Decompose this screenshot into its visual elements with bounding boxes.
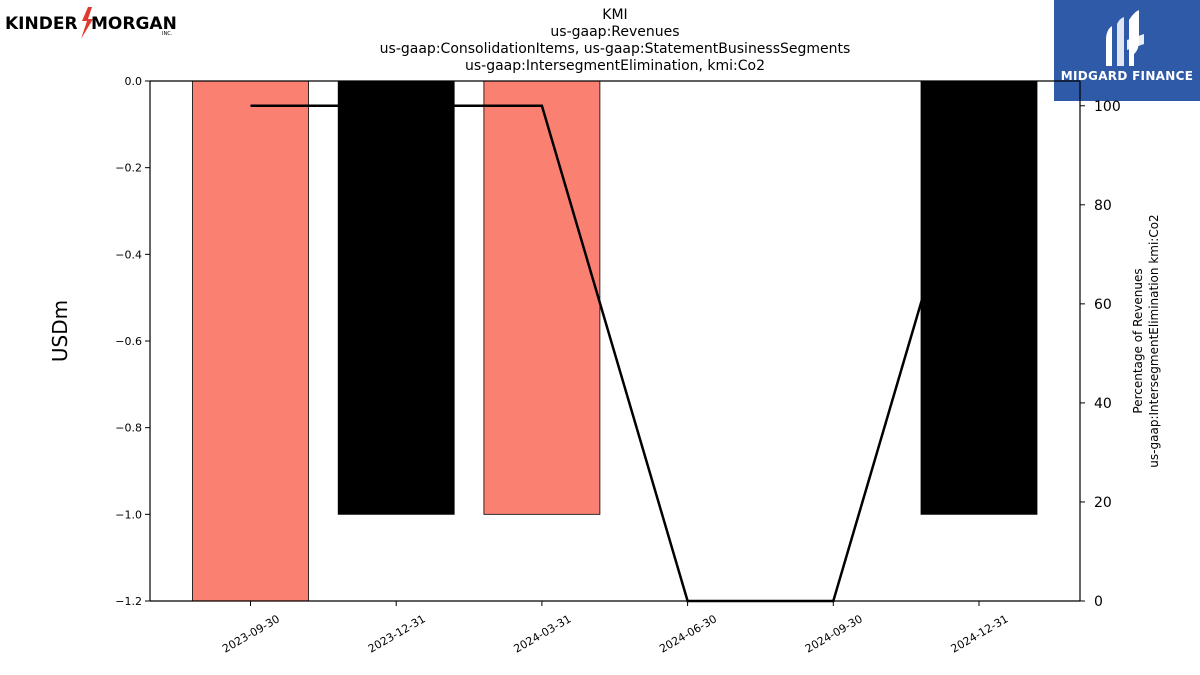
lightning-bolt-icon — [81, 7, 93, 39]
x-tick-label: 2024-06-30 — [657, 612, 719, 655]
x-tick-label: 2024-09-30 — [803, 612, 865, 655]
bar-2023-09-30 — [192, 80, 309, 602]
y-axis-label-right-line: Percentage of Revenues — [1131, 268, 1145, 413]
x-tick-label: 2023-09-30 — [220, 612, 282, 655]
percentage-line — [250, 104, 981, 603]
y-tick-label-right: 80 — [1094, 198, 1112, 214]
midgard-brand-text: MIDGARD FINANCE — [1060, 69, 1194, 83]
y-tick-label-left: −0.6 — [115, 335, 142, 348]
y-tick-label-left: −1.0 — [115, 508, 142, 521]
logo-text-kinder: KINDER — [5, 14, 78, 34]
y-tick-label-left: −1.2 — [115, 595, 142, 608]
x-tick-label: 2024-12-31 — [949, 612, 1011, 655]
midgard-emblem-icon — [1106, 10, 1144, 66]
kinder-morgan-logo: KINDER MORGAN INC. — [5, 7, 180, 43]
chart-title-line-1: KMI — [602, 7, 628, 23]
y-axis-label-right-line: us-gaap:IntersegmentElimination kmi:Co2 — [1147, 214, 1161, 467]
y-axis-label-right: Percentage of Revenues us-gaap:Intersegme… — [1131, 214, 1161, 467]
y-tick-label-right: 20 — [1094, 495, 1112, 511]
y-tick-label-right: 60 — [1094, 297, 1112, 313]
chart-title-line-3: us-gaap:ConsolidationItems, us-gaap:Stat… — [379, 41, 851, 57]
y-tick-label-right: 0 — [1094, 594, 1103, 610]
logo-text-morgan: MORGAN — [91, 14, 177, 34]
bar-2024-12-31 — [920, 80, 1038, 515]
logo-text-inc: INC. — [162, 31, 173, 37]
y-tick-label-left: 0.0 — [125, 75, 143, 88]
x-tick-label: 2024-03-31 — [512, 612, 574, 655]
bar-2024-03-31 — [483, 80, 601, 515]
y-tick-label-right: 40 — [1094, 396, 1112, 412]
y-tick-label-right: 100 — [1094, 99, 1121, 115]
y-tick-label-left: −0.4 — [115, 248, 142, 261]
bar-2023-12-31 — [337, 80, 455, 515]
chart-title-line-4: us-gaap:IntersegmentElimination, kmi:Co2 — [464, 58, 766, 74]
y-tick-label-left: −0.2 — [115, 162, 142, 175]
midgard-finance-logo: MIDGARD FINANCE — [1054, 0, 1200, 101]
y-tick-label-left: −0.8 — [115, 422, 142, 435]
x-tick-label: 2023-12-31 — [366, 612, 428, 655]
chart-title-line-2: us-gaap:Revenues — [550, 24, 680, 40]
chart-title: KMI us-gaap:Revenues us-gaap:Consolidati… — [315, 7, 915, 75]
